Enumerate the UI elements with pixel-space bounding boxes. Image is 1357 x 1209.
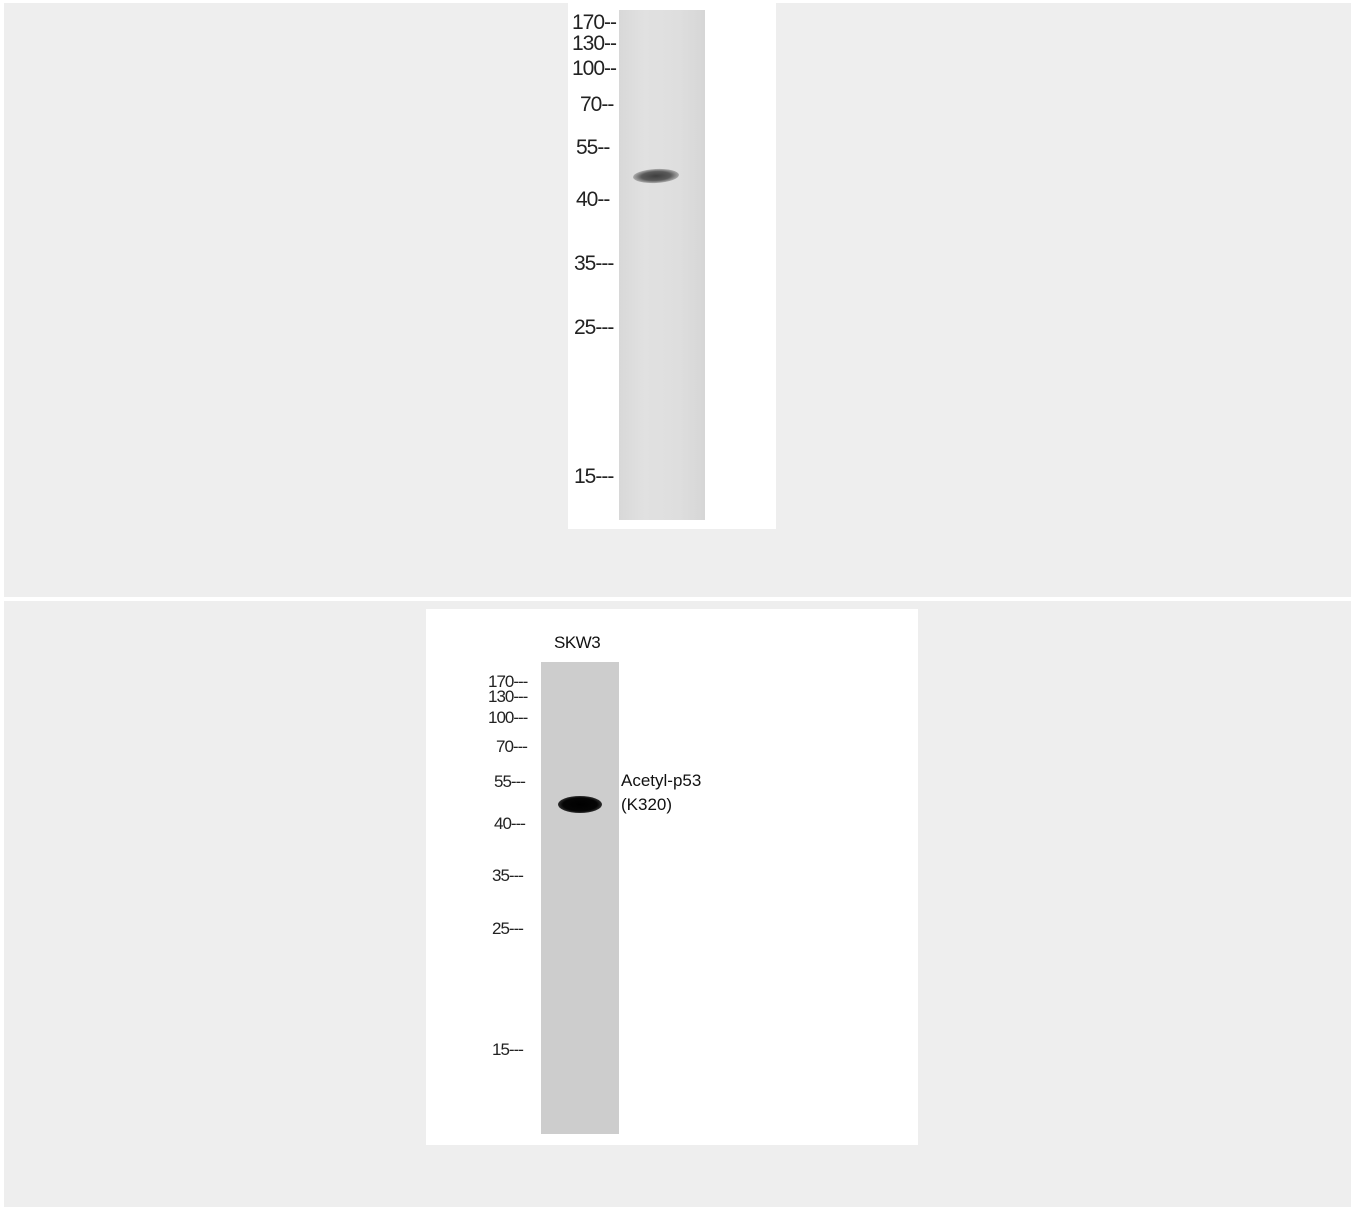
blot-lane [619,10,705,520]
mw-marker-55: 55-- [576,136,610,159]
top-figure-panel: 170-- 130-- 100-- 70-- 55-- 40-- 35--- 2… [4,3,1351,597]
protein-label: Acetyl-p53 (K320) [621,769,701,817]
blot-lane [541,662,619,1134]
protein-label-line-2: (K320) [621,795,673,814]
mw-marker-40: 40--- [494,814,526,833]
mw-marker-170: 170--- [488,672,528,691]
mw-marker-70: 70--- [496,737,528,756]
protein-band [558,796,602,813]
mw-marker-35: 35--- [492,866,524,885]
mw-marker-55: 55--- [494,772,526,791]
mw-marker-25: 25--- [574,316,614,339]
western-blot-image-bottom: SKW3 Acetyl-p53 (K320) 170--- 130--- 100… [426,609,918,1145]
protein-band [632,167,680,185]
mw-marker-25: 25--- [492,919,524,938]
mw-marker-15: 15--- [574,465,614,488]
mw-marker-100: 100--- [488,708,528,727]
mw-marker-170: 170-- [572,11,617,34]
mw-marker-70: 70-- [580,93,614,116]
mw-marker-40: 40-- [576,188,610,211]
mw-marker-130: 130-- [572,32,617,55]
mw-marker-35: 35--- [574,252,614,275]
lane-label: SKW3 [554,633,601,652]
mw-marker-100: 100-- [572,57,617,80]
mw-marker-15: 15--- [492,1040,524,1059]
mw-marker-130: 130--- [488,687,528,706]
bottom-figure-panel: SKW3 Acetyl-p53 (K320) 170--- 130--- 100… [4,601,1351,1207]
western-blot-image-top: 170-- 130-- 100-- 70-- 55-- 40-- 35--- 2… [568,3,776,529]
protein-label-line-1: Acetyl-p53 [621,771,702,790]
